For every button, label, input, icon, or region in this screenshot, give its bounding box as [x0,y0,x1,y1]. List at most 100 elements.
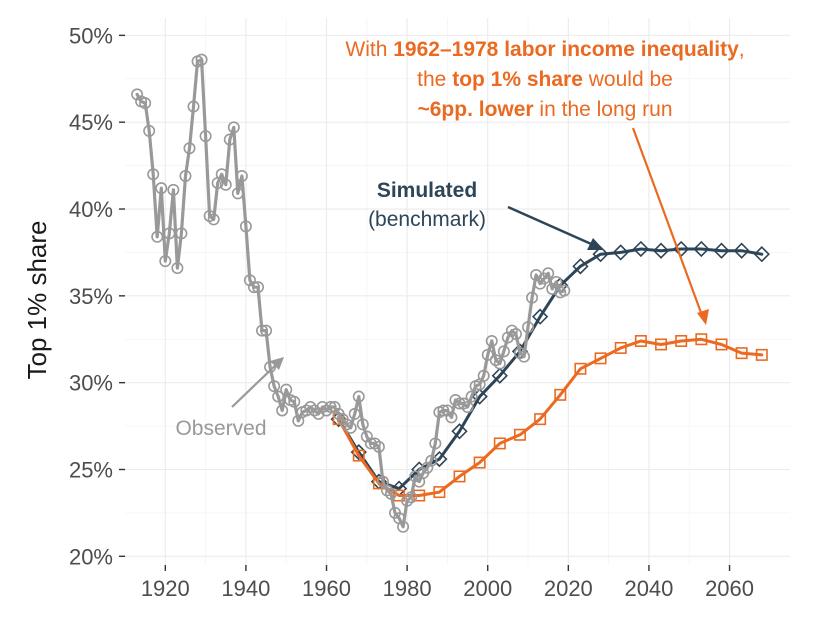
data-point [256,324,269,337]
data-point [513,428,526,441]
data-point [485,334,498,347]
data-point [531,308,549,325]
data-point [143,124,156,137]
series-layer [131,53,770,533]
y-axis-title: Top 1% share [22,221,52,380]
data-point [493,437,506,450]
cf-line1-c: , [739,38,745,61]
data-point [300,404,313,417]
data-point [572,258,589,275]
data-point [594,352,607,365]
data-point [493,357,506,370]
data-point [558,284,571,297]
data-point [131,88,144,101]
data-point [344,421,357,434]
data-point [360,430,373,443]
observed-arrow [231,359,282,408]
data-point [753,246,770,263]
data-point [401,494,414,507]
data-point [247,281,260,294]
data-point [328,400,341,413]
data-point [509,328,522,341]
x-tick-label-2000: 2000 [463,576,512,601]
data-point [453,470,466,483]
data-point [384,487,397,500]
cf-line3-a: ~6pp. lower [417,98,533,121]
annotation-arrows [231,127,709,408]
data-point [252,281,265,294]
cf-line2-a: the [417,68,452,91]
data-point [497,345,510,358]
data-point [276,404,289,417]
data-point [526,291,539,304]
data-point [268,380,281,393]
data-point [203,209,216,222]
data-point [477,369,490,382]
data-point [675,334,688,347]
data-point [542,267,555,280]
counterfactual-arrowhead [697,309,709,325]
x-tick-label-1980: 1980 [383,576,432,601]
data-point [352,449,365,462]
series-line-with-1962-1978-labor-income-inequality [337,337,764,497]
data-point [243,274,256,287]
y-tick-label-50: 50% [69,23,113,48]
cf-line3-b: in the long run [534,98,673,121]
data-point [397,520,410,533]
data-point [405,491,418,504]
x-tick-label-2020: 2020 [544,576,593,601]
data-point [445,411,458,424]
data-point [451,423,468,440]
data-point [614,341,627,354]
data-point [429,437,442,450]
data-point [513,347,526,360]
y-tick-label-45: 45% [69,110,113,135]
data-point [348,407,361,420]
simulated-label-title: Simulated [377,179,477,202]
data-point [199,130,212,143]
series-line-simulated-benchmark [337,247,764,491]
data-point [433,486,446,499]
data-point [368,437,381,450]
data-point [632,240,650,258]
data-point [655,338,668,351]
data-point [517,350,530,363]
data-point [219,178,232,191]
data-point [592,246,609,263]
y-axis: 20% 25% 30% 35% 40% 45% 50% [69,23,125,569]
data-point [489,354,502,367]
data-point [413,489,426,502]
y-tick-label-25: 25% [69,457,113,482]
data-point [151,230,164,243]
data-point [652,242,670,259]
data-point [187,100,200,113]
data-point [239,220,252,233]
data-point [695,333,708,346]
data-point [437,404,450,417]
data-point [755,348,768,361]
observed-label: Observed [175,417,266,440]
data-point [260,324,273,337]
simulated-label-subtitle: (benchmark) [368,208,486,231]
cf-line2-b: top 1% share [452,68,583,91]
data-point [163,227,176,240]
counterfactual-label-line1: With 1962–1978 labor income inequality, [345,38,744,61]
data-point [207,213,220,226]
counterfactual-label-line2: the top 1% share would be [417,68,673,91]
data-point [175,227,188,240]
data-point [340,418,353,431]
data-point [155,182,168,195]
data-point [167,183,180,196]
data-point [227,121,240,134]
data-point [280,383,293,396]
data-point [147,168,160,181]
data-point [534,413,547,426]
simulated-arrowhead [587,238,604,250]
y-tick-label-20: 20% [69,544,113,569]
data-point [304,400,317,413]
cf-line1-a: With [345,38,393,61]
data-point [554,388,567,401]
data-point [522,321,535,334]
data-point [372,440,385,453]
